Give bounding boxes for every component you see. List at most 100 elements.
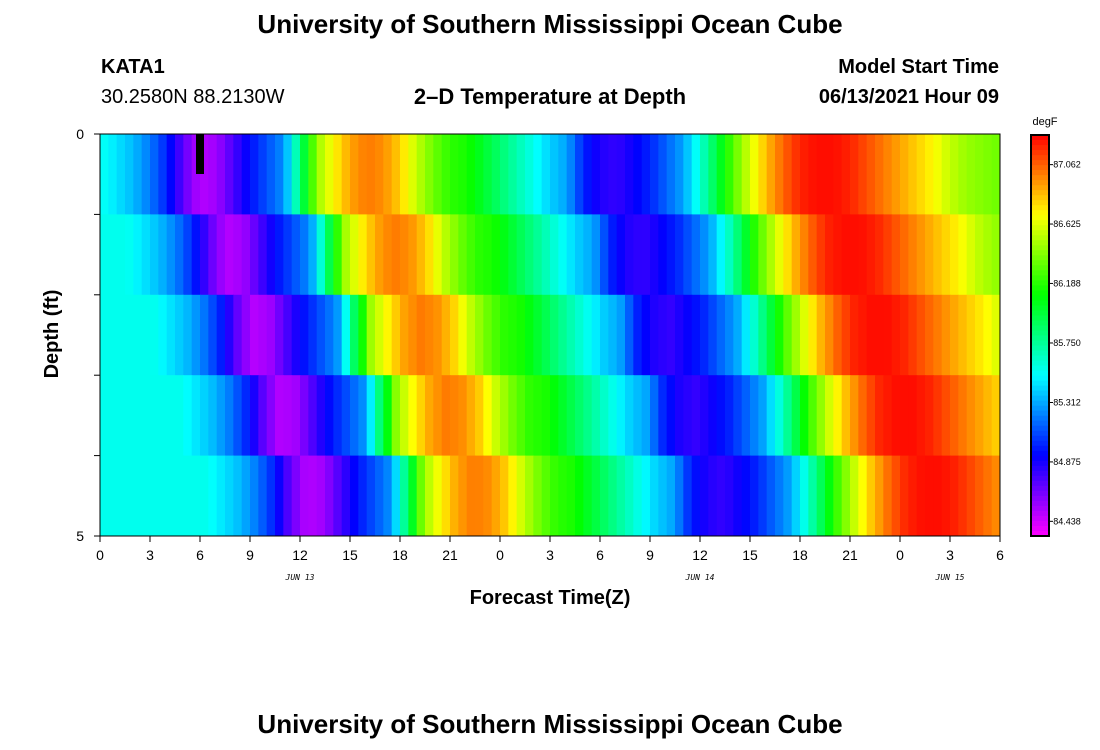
heatmap-cell xyxy=(416,375,426,457)
heatmap-cell xyxy=(691,455,701,536)
heatmap-cell xyxy=(650,455,659,536)
colorbar-segment xyxy=(1031,240,1049,246)
heatmap-cell xyxy=(866,134,876,215)
heatmap-cell xyxy=(783,214,793,296)
heatmap-cell xyxy=(825,214,834,296)
heatmap-cell xyxy=(308,455,318,536)
heatmap-cell xyxy=(508,134,518,215)
heatmap-cell xyxy=(333,214,343,296)
heatmap-cell xyxy=(850,455,859,536)
heatmap-cell xyxy=(891,134,901,215)
heatmap-cell xyxy=(475,214,484,296)
colorbar-segment xyxy=(1031,320,1049,327)
heatmap-cell xyxy=(633,214,643,296)
heatmap-cell xyxy=(316,294,326,376)
heatmap-cell xyxy=(858,214,868,296)
heatmap-cell xyxy=(658,375,668,457)
heatmap-cell xyxy=(425,375,434,457)
heatmap-cell xyxy=(416,294,426,376)
heatmap-cell xyxy=(383,134,393,215)
colorbar-segment xyxy=(1031,450,1049,457)
heatmap-cell xyxy=(283,455,293,536)
heatmap-cell xyxy=(825,455,834,536)
heatmap-cell xyxy=(608,375,618,457)
heatmap-cell xyxy=(758,375,768,457)
heatmap-cell xyxy=(558,214,568,296)
heatmap-cell xyxy=(816,455,826,536)
heatmap-cell xyxy=(550,294,559,376)
heatmap-cell xyxy=(475,375,484,457)
heatmap-cell xyxy=(400,134,409,215)
heatmap-cell xyxy=(941,134,951,215)
heatmap-cell xyxy=(625,455,634,536)
heatmap-cell xyxy=(708,375,718,457)
heatmap-cell xyxy=(658,134,668,215)
heatmap-cell xyxy=(908,455,918,536)
colorbar-segment xyxy=(1031,375,1049,382)
colorbar-tick-label: 84.438 xyxy=(1053,516,1081,526)
heatmap-cell xyxy=(241,375,251,457)
heatmap-cell xyxy=(541,214,551,296)
heatmap-cell xyxy=(975,214,984,296)
heatmap-cell xyxy=(341,134,351,215)
heatmap-cell xyxy=(950,455,959,536)
heatmap-cell xyxy=(316,375,326,457)
heatmap-cell xyxy=(883,455,893,536)
heatmap-cell xyxy=(800,455,809,536)
colorbar-segment xyxy=(1031,185,1049,191)
heatmap-cell xyxy=(750,455,759,536)
heatmap-cell xyxy=(383,214,393,296)
heatmap-cell xyxy=(433,455,443,536)
heatmap-cell xyxy=(991,214,1000,296)
heatmap-cell xyxy=(908,214,918,296)
heatmap-cell xyxy=(600,134,609,215)
heatmap-cell xyxy=(608,455,618,536)
colorbar-segment xyxy=(1031,330,1049,337)
heatmap-cell xyxy=(425,214,434,296)
x-tick-label: 6 xyxy=(996,547,1004,563)
heatmap-cell xyxy=(316,455,326,536)
x-axis-label: Forecast Time(Z) xyxy=(470,587,631,609)
colorbar-segment xyxy=(1031,420,1049,427)
heatmap-cell xyxy=(900,134,909,215)
heatmap-cell xyxy=(291,455,301,536)
heatmap-cell xyxy=(991,134,1000,215)
heatmap-cell xyxy=(741,134,751,215)
x-tick-label: 6 xyxy=(596,547,604,563)
heatmap-cell xyxy=(591,214,601,296)
heatmap-cell xyxy=(275,455,284,536)
heatmap-cell xyxy=(808,375,818,457)
heatmap-cell xyxy=(750,214,759,296)
heatmap-cell xyxy=(916,455,926,536)
heatmap-cell xyxy=(166,455,176,536)
heatmap-cell xyxy=(408,294,418,376)
heatmap-cell xyxy=(933,214,943,296)
x-tick-label: 0 xyxy=(496,547,504,563)
heatmap-cell xyxy=(775,134,784,215)
heatmap-cell xyxy=(250,375,259,457)
heatmap-cell xyxy=(958,375,968,457)
heatmap-cell xyxy=(600,214,609,296)
heatmap-cell xyxy=(133,455,143,536)
colorbar-tick-label: 84.875 xyxy=(1053,457,1081,467)
heatmap-cell xyxy=(925,375,934,457)
heatmap-cell xyxy=(891,214,901,296)
heatmap-cell xyxy=(458,134,468,215)
heatmap-cell xyxy=(458,455,468,536)
heatmap-cell xyxy=(783,455,793,536)
heatmap-cell xyxy=(383,455,393,536)
heatmap-cell xyxy=(625,375,634,457)
heatmap-cell xyxy=(575,294,584,376)
colorbar-tick-label: 85.312 xyxy=(1053,398,1081,408)
y-tick-label: 0 xyxy=(76,126,84,142)
heatmap-cell xyxy=(991,375,1000,457)
heatmap-cell xyxy=(958,134,968,215)
heatmap-cell xyxy=(908,134,918,215)
heatmap-cell xyxy=(833,455,843,536)
heatmap-cell xyxy=(641,375,651,457)
heatmap-cell xyxy=(300,134,309,215)
heatmap-cell xyxy=(708,134,718,215)
heatmap-cell xyxy=(758,214,768,296)
heatmap-cell xyxy=(583,455,593,536)
